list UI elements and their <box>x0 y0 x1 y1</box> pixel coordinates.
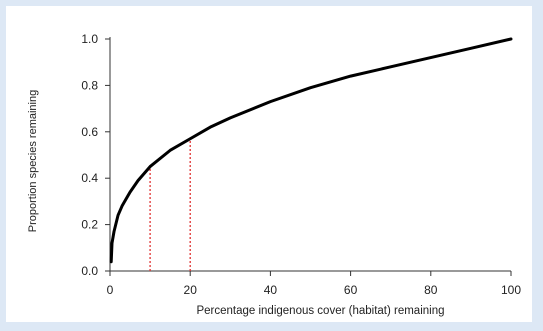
x-tick-label: 100 <box>501 283 521 297</box>
chart-panel: 0 20 40 60 80 100 0.0 0.2 0.4 0.6 0.8 1.0 Percentag… <box>6 6 532 322</box>
y-tick-label: 0.8 <box>81 78 98 92</box>
y-axis-label: Proportion species remaining <box>27 90 39 232</box>
y-tick-label: 0.0 <box>81 264 98 278</box>
y-tick-label: 0.4 <box>81 171 98 185</box>
x-tick-label: 60 <box>344 283 358 297</box>
y-tick-label: 0.6 <box>81 125 98 139</box>
y-tick-label: 0.2 <box>81 218 98 232</box>
species-area-chart: 0 20 40 60 80 100 0.0 0.2 0.4 0.6 0.8 1.0 Percentag… <box>27 32 521 317</box>
axes <box>105 37 512 276</box>
tick-labels: 0 20 40 60 80 100 0.0 0.2 0.4 0.6 0.8 1.0 <box>81 32 521 297</box>
x-tick-label: 80 <box>424 283 438 297</box>
x-tick-label: 20 <box>184 283 198 297</box>
series-line-0 <box>109 37 513 264</box>
x-tick-label: 0 <box>107 283 114 297</box>
series-group <box>109 37 513 264</box>
y-tick-label: 1.0 <box>81 32 98 46</box>
x-axis-label: Percentage indigenous cover (habitat) re… <box>196 305 444 317</box>
reference-lines <box>149 138 191 271</box>
x-tick-label: 40 <box>264 283 278 297</box>
